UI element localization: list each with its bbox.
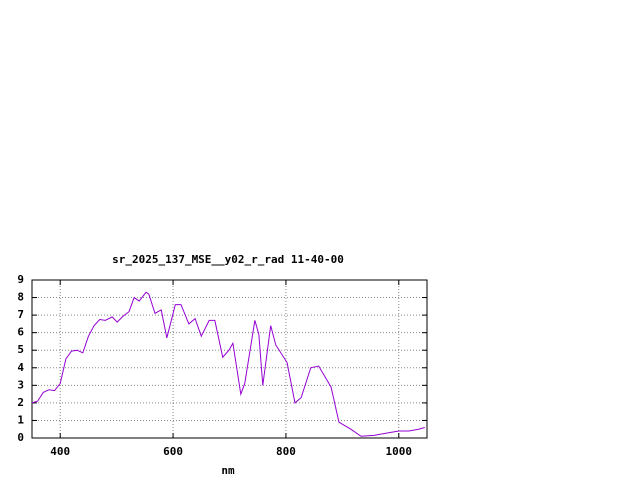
y-tick-label: 8 — [17, 291, 24, 304]
y-tick-label: 3 — [17, 378, 24, 391]
chart-title: sr_2025_137_MSE__y02_r_rad 11-40-00 — [112, 253, 344, 266]
x-tick-label: 1000 — [386, 445, 413, 458]
y-tick-label: 2 — [17, 396, 24, 409]
y-tick-label: 7 — [17, 308, 24, 321]
y-tick-label: 5 — [17, 343, 24, 356]
x-axis-label: nm — [221, 464, 235, 477]
data-line — [31, 291, 425, 437]
y-tick-label: 4 — [17, 361, 24, 374]
x-tick-label: 600 — [163, 445, 183, 458]
x-tick-label: 800 — [276, 445, 296, 458]
x-tick-label: 400 — [50, 445, 70, 458]
y-tick-label: 6 — [17, 326, 24, 339]
y-tick-label: 1 — [17, 413, 24, 426]
y-tick-label: 9 — [17, 273, 24, 286]
plot-frame — [31, 279, 428, 439]
y-tick-label: 0 — [17, 431, 24, 444]
